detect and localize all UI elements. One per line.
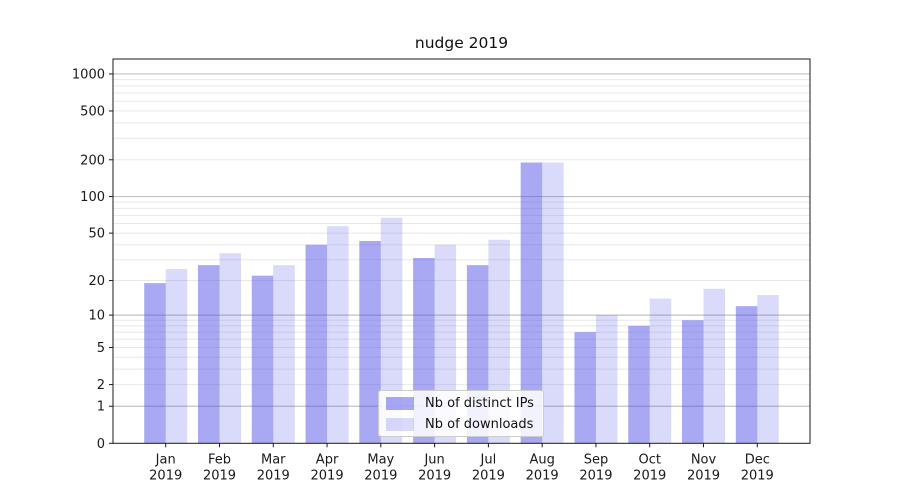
bar-downloads-Aug-2019 [542, 162, 564, 444]
x-tick-label-Oct-2019: Oct 2019 [633, 452, 666, 483]
y-axis: 0 1 2 5 10 20 50 100 200 500 1000 [72, 67, 113, 452]
x-tick-label-Aug-2019: Aug 2019 [526, 452, 559, 483]
bar-downloads-Oct-2019 [649, 298, 672, 444]
x-tick-label-Jun-2019: Jun 2019 [418, 452, 451, 483]
bar-downloads-Nov-2019 [703, 288, 726, 444]
x-tick-label-Jan-2019: Jan 2019 [149, 452, 182, 483]
legend-row-downloads: Nb of downloads [386, 417, 543, 432]
bar-downloads-Jan-2019 [165, 269, 188, 444]
bar-downloads-Dec-2019 [757, 295, 779, 444]
x-tick-label-Feb-2019: Feb 2019 [203, 452, 236, 483]
legend-swatch-downloads [386, 417, 414, 431]
y-tick-label-1: 1 [97, 400, 105, 415]
bar-downloads-Apr-2019 [327, 226, 349, 444]
bar-distinct-ips-Feb-2019 [197, 265, 220, 444]
chart-title: nudge 2019 [414, 34, 509, 52]
bar-distinct-ips-Nov-2019 [682, 320, 704, 444]
legend-row-distinct-ips: Nb of distinct IPs [386, 396, 543, 411]
x-tick-label-Nov-2019: Nov 2019 [687, 452, 720, 483]
x-tick-label-Jul-2019: Jul 2019 [472, 452, 505, 483]
legend-label-downloads: Nb of downloads [425, 416, 534, 432]
x-tick-label-Sep-2019: Sep 2019 [579, 452, 612, 483]
legend-swatch-distinct-ips [386, 396, 414, 410]
y-tick-label-100: 100 [80, 190, 105, 205]
bar-distinct-ips-Aug-2019 [520, 162, 543, 444]
bar-distinct-ips-Mar-2019 [251, 275, 274, 444]
y-tick-label-500: 500 [80, 104, 105, 119]
bar-distinct-ips-Oct-2019 [628, 325, 650, 444]
x-tick-label-May-2019: May 2019 [364, 452, 397, 483]
bar-distinct-ips-May-2019 [359, 240, 381, 444]
y-tick-label-50: 50 [88, 227, 105, 242]
x-tick-label-Apr-2019: Apr 2019 [311, 452, 344, 483]
y-tick-label-1000: 1000 [72, 67, 105, 82]
y-tick-label-10: 10 [88, 309, 105, 324]
y-tick-label-20: 20 [88, 274, 105, 289]
bar-distinct-ips-Jan-2019 [144, 283, 166, 444]
y-tick-label-0: 0 [97, 437, 105, 452]
minor-gridlines [113, 79, 810, 386]
y-tick-label-200: 200 [80, 153, 105, 168]
legend-label-distinct-ips: Nb of distinct IPs [425, 395, 534, 411]
bar-downloads-Mar-2019 [273, 265, 295, 444]
legend: Nb of distinct IPs Nb of downloads [378, 390, 544, 437]
y-tick-label-2: 2 [97, 378, 105, 393]
x-tick-label-Dec-2019: Dec 2019 [741, 452, 774, 483]
bar-distinct-ips-Sep-2019 [574, 332, 596, 444]
x-tick-label-Mar-2019: Mar 2019 [257, 452, 290, 483]
bar-downloads-Feb-2019 [219, 253, 241, 444]
x-axis: Jan 2019 Feb 2019 Mar 2019 Apr 2019 May 2019 Jun 20… [149, 443, 774, 483]
bar-distinct-ips-Apr-2019 [305, 244, 328, 444]
plot-frame [112, 58, 811, 444]
bar-downloads-Sep-2019 [595, 315, 618, 444]
bar-downloads-May-2019 [380, 217, 403, 444]
y-tick-label-5: 5 [97, 341, 105, 356]
bar-distinct-ips-Dec-2019 [735, 306, 758, 444]
